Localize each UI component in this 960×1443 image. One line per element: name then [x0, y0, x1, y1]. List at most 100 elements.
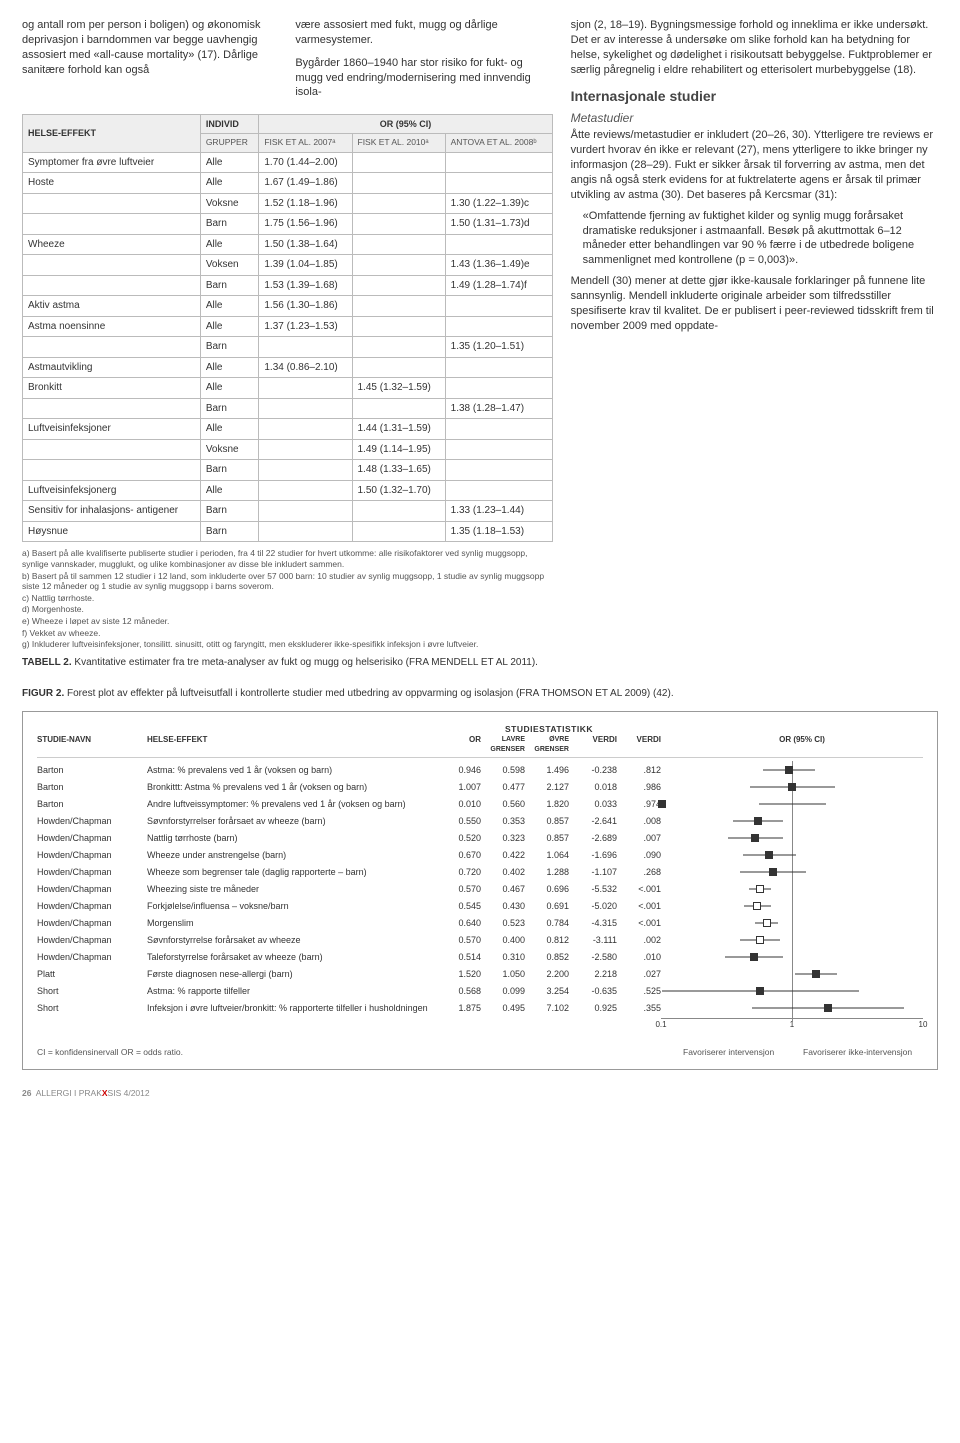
forest-cell: Infeksjon i øvre luftveier/bronkitt: % r…: [147, 1002, 437, 1014]
stat-label: STUDIESTATISTIKK: [437, 724, 661, 735]
col-header: STUDIE-NAVN: [37, 735, 147, 754]
table-cell: [445, 460, 552, 481]
table-cell: 1.34 (0.86–2.10): [259, 357, 352, 378]
forest-cell: 0.514: [437, 951, 481, 963]
forest-plot-cell: [661, 899, 923, 913]
forest-cell: 7.102: [525, 1002, 569, 1014]
table-cell: Barn: [200, 275, 259, 296]
table-cell: [23, 398, 201, 419]
forest-cell: Howden/Chapman: [37, 849, 147, 861]
forest-cell: 1.875: [437, 1002, 481, 1014]
table-cell: [259, 419, 352, 440]
forest-row: BartonAstma: % prevalens ved 1 år (vokse…: [37, 761, 923, 778]
forest-plot-cell: [661, 763, 923, 777]
forest-plot-cell: [661, 831, 923, 845]
forest-plot-cell: [661, 865, 923, 879]
table-cell: Alle: [200, 316, 259, 337]
body-text: Åtte reviews/metastudier er inkludert (2…: [571, 128, 938, 202]
table-cell: [352, 173, 445, 194]
forest-cell: .812: [617, 764, 661, 776]
forest-cell: Barton: [37, 781, 147, 793]
forest-cell: Wheeze under anstrengelse (barn): [147, 849, 437, 861]
table-row: Aktiv astmaAlle1.56 (1.30–1.86): [23, 296, 553, 317]
table-cell: [445, 234, 552, 255]
table-2: HELSE-EFFEKT INDIVID OR (95% CI) GRUPPER…: [22, 114, 553, 542]
table-cell: 1.39 (1.04–1.85): [259, 255, 352, 276]
table-cell: [352, 316, 445, 337]
forest-row: Howden/ChapmanTaleforstyrrelse forårsake…: [37, 948, 923, 965]
forest-cell: 0.495: [481, 1002, 525, 1014]
forest-cell: <.001: [617, 917, 661, 929]
forest-cell: Søvnforstyrrelse forårsaket av wheeze: [147, 934, 437, 946]
table-caption: TABELL 2. Kvantitative estimater fra tre…: [22, 656, 553, 670]
forest-cell: 0.598: [481, 764, 525, 776]
col-header: VERDI: [569, 735, 617, 754]
table-row: Barn1.75 (1.56–1.96)1.50 (1.31–1.73)d: [23, 214, 553, 235]
section-subheading: Metastudier: [571, 110, 938, 126]
forest-cell: 0.560: [481, 798, 525, 810]
col-header: INDIVID: [200, 115, 259, 134]
forest-cell: Howden/Chapman: [37, 917, 147, 929]
forest-cell: .010: [617, 951, 661, 963]
forest-row: Howden/ChapmanWheezing siste tre måneder…: [37, 880, 923, 897]
table-cell: [259, 501, 352, 522]
forest-plot-cell: [661, 882, 923, 896]
table-cell: Alle: [200, 378, 259, 399]
body-text: Mendell (30) mener at dette gjør ikke-ka…: [571, 274, 938, 333]
forest-plot-cell: [661, 933, 923, 947]
table-cell: Hoste: [23, 173, 201, 194]
table-cell: [352, 296, 445, 317]
block-quote: «Omfattende fjerning av fuktighet kilder…: [583, 209, 938, 268]
forest-cell: Barton: [37, 764, 147, 776]
forest-cell: Astma: % rapporte tilfeller: [147, 985, 437, 997]
table-cell: Astmautvikling: [23, 357, 201, 378]
table-cell: [259, 460, 352, 481]
table-cell: [23, 460, 201, 481]
table-row: Barn 1.35 (1.20–1.51): [23, 337, 553, 358]
table-cell: Alle: [200, 480, 259, 501]
forest-row: BartonBronkittt: Astma % prevalens ved 1…: [37, 778, 923, 795]
forest-cell: 0.550: [437, 815, 481, 827]
forest-cell: 0.520: [437, 832, 481, 844]
forest-cell: -1.107: [569, 866, 617, 878]
forest-cell: 0.670: [437, 849, 481, 861]
forest-cell: Howden/Chapman: [37, 866, 147, 878]
table-cell: [352, 275, 445, 296]
table-cell: Wheeze: [23, 234, 201, 255]
table-cell: 1.38 (1.28–1.47): [445, 398, 552, 419]
body-text: og antall rom per person i boligen) og ø…: [22, 18, 279, 77]
forest-row: PlattFørste diagnosen nese-allergi (barn…: [37, 965, 923, 982]
table-cell: [259, 439, 352, 460]
table-cell: [352, 337, 445, 358]
table-cell: 1.49 (1.28–1.74)f: [445, 275, 552, 296]
table-cell: Barn: [200, 337, 259, 358]
forest-cell: -2.580: [569, 951, 617, 963]
col-header: OR (95% CI): [259, 115, 552, 134]
page-footer: 26 ALLERGI I PRAKXSIS 4/2012: [22, 1088, 938, 1099]
forest-cell: Short: [37, 1002, 147, 1014]
table-row: LuftveisinfeksjonerAlle1.44 (1.31–1.59): [23, 419, 553, 440]
table-cell: Symptomer fra øvre luftveier: [23, 152, 201, 173]
col-header: VERDI: [617, 735, 661, 754]
table-cell: 1.35 (1.20–1.51): [445, 337, 552, 358]
forest-cell: Short: [37, 985, 147, 997]
forest-plot-cell: [661, 780, 923, 794]
forest-cell: 0.099: [481, 985, 525, 997]
table-cell: [445, 357, 552, 378]
forest-row: Howden/ChapmanWheeze som begrenser tale …: [37, 863, 923, 880]
forest-plot-cell: [661, 950, 923, 964]
body-text: være assosiert med fukt, mugg og dårlige…: [295, 18, 552, 48]
forest-cell: 0.925: [569, 1002, 617, 1014]
forest-plot-cell: [661, 814, 923, 828]
table-cell: 1.50 (1.31–1.73)d: [445, 214, 552, 235]
table-cell: Alle: [200, 419, 259, 440]
forest-cell: -4.315: [569, 917, 617, 929]
table-cell: Luftveisinfeksjoner: [23, 419, 201, 440]
table-cell: [445, 480, 552, 501]
table-cell: Alle: [200, 357, 259, 378]
table-cell: [352, 521, 445, 542]
forest-cell: 0.691: [525, 900, 569, 912]
table-cell: Barn: [200, 501, 259, 522]
table-row: AstmautviklingAlle1.34 (0.86–2.10): [23, 357, 553, 378]
forest-cell: 2.200: [525, 968, 569, 980]
